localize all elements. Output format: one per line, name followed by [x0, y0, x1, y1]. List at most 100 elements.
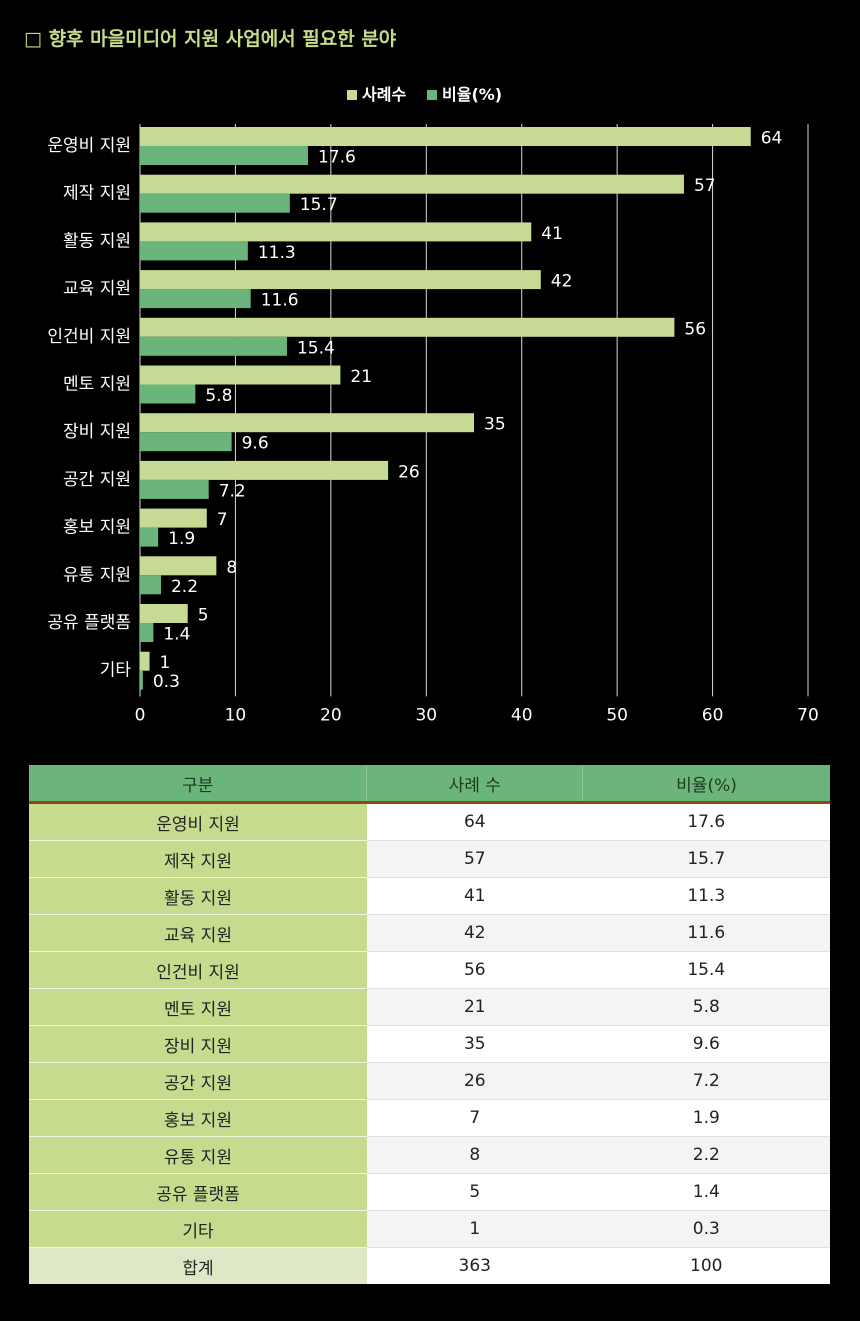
cell-category: 홍보 지원 — [29, 1099, 367, 1137]
cell-category: 멘토 지원 — [29, 988, 367, 1026]
cell-category: 장비 지원 — [29, 1025, 367, 1063]
bar-count — [140, 174, 684, 194]
cell-ratio: 11.6 — [582, 914, 830, 952]
bar-ratio — [140, 193, 290, 213]
cell-count: 1 — [366, 1210, 583, 1248]
category-label: 제작 지원 — [63, 184, 131, 204]
data-label-count: 26 — [398, 462, 420, 482]
cell-category: 활동 지원 — [29, 877, 367, 915]
category-label: 운영비 지원 — [47, 136, 131, 156]
cell-ratio: 5.8 — [582, 988, 830, 1026]
x-tick-label: 70 — [797, 705, 819, 725]
cell-category: 운영비 지원 — [29, 802, 367, 841]
cell-ratio: 15.4 — [582, 951, 830, 989]
cell-count: 57 — [366, 840, 583, 878]
cell-count: 35 — [366, 1025, 583, 1063]
cell-count: 7 — [366, 1099, 583, 1137]
category-label: 인건비 지원 — [47, 327, 131, 347]
data-label-count: 8 — [226, 558, 237, 578]
data-label-count: 42 — [551, 272, 573, 292]
bar-ratio — [140, 432, 232, 452]
bar-count — [140, 317, 675, 337]
bar-count — [140, 460, 389, 480]
cell-category: 공유 플랫폼 — [29, 1173, 367, 1211]
bar-count — [140, 365, 341, 385]
bar-ratio — [140, 575, 161, 595]
category-label: 공유 플랫폼 — [47, 613, 131, 633]
category-label: 기타 — [100, 661, 132, 681]
table-row: 장비 지원 35 9.6 — [29, 1025, 830, 1063]
category-label: 활동 지원 — [63, 231, 131, 251]
bar-ratio — [140, 384, 196, 404]
bar-count — [140, 270, 541, 290]
page-title: □ 향후 마을미디어 지원 사업에서 필요한 분야 — [24, 28, 397, 50]
x-tick-label: 60 — [702, 705, 724, 725]
legend-label-ratio: 비율(%) — [442, 85, 502, 104]
table-row: 유통 지원 8 2.2 — [29, 1136, 830, 1174]
bar-ratio — [140, 527, 159, 547]
cell-count: 41 — [366, 877, 583, 915]
data-label-count: 5 — [198, 606, 209, 626]
data-label-count: 7 — [217, 510, 228, 530]
x-tick-label: 10 — [225, 705, 247, 725]
data-label-ratio: 2.2 — [171, 577, 198, 597]
data-label-ratio: 15.7 — [300, 195, 338, 215]
table-row: 홍보 지원 7 1.9 — [29, 1099, 830, 1137]
table-row: 공간 지원 26 7.2 — [29, 1062, 830, 1100]
bar-ratio — [140, 146, 308, 165]
cell-ratio: 2.2 — [582, 1136, 830, 1174]
data-label-count: 1 — [160, 653, 171, 673]
table-row: 멘토 지원 21 5.8 — [29, 988, 830, 1026]
table-row: 활동 지원 41 11.3 — [29, 877, 830, 915]
bar-chart: 사례수 비율(%) 0 10 20 30 40 50 60 70 운영비 지원 64 17.6 제작 지원… — [47, 85, 819, 725]
data-label-count: 57 — [694, 176, 716, 196]
cell-ratio: 7.2 — [582, 1062, 830, 1100]
bar-count — [140, 556, 217, 576]
category-label: 공간 지원 — [63, 470, 131, 490]
table-row: 운영비 지원 64 17.6 — [29, 802, 830, 841]
category-label: 멘토 지원 — [63, 375, 131, 395]
table-row: 인건비 지원 56 15.4 — [29, 951, 830, 989]
data-label-count: 56 — [684, 319, 706, 339]
category-label: 홍보 지원 — [63, 518, 131, 538]
data-label-ratio: 17.6 — [318, 148, 356, 168]
data-label-ratio: 1.9 — [168, 529, 195, 549]
cell-category: 제작 지원 — [29, 840, 367, 878]
cell-category: 기타 — [29, 1210, 367, 1248]
cell-count: 64 — [366, 802, 583, 841]
data-label-ratio: 7.2 — [219, 481, 246, 501]
cell-ratio: 15.7 — [582, 840, 830, 878]
cell-ratio: 17.6 — [582, 802, 830, 841]
cell-category: 교육 지원 — [29, 914, 367, 952]
bar-count — [140, 222, 532, 242]
x-tick-label: 50 — [606, 705, 628, 725]
table-row: 기타 1 0.3 — [29, 1210, 830, 1248]
data-label-count: 21 — [350, 367, 372, 387]
data-label-ratio: 11.6 — [261, 291, 299, 311]
legend-swatch-ratio — [427, 90, 437, 100]
bar-ratio — [140, 241, 248, 261]
bar-ratio — [140, 623, 154, 642]
data-label-ratio: 9.6 — [242, 434, 269, 454]
x-tick-label: 40 — [511, 705, 533, 725]
category-label: 유통 지원 — [63, 565, 131, 585]
cell-count: 21 — [366, 988, 583, 1026]
data-label-ratio: 11.3 — [258, 243, 296, 263]
cell-count: 8 — [366, 1136, 583, 1174]
bar-count — [140, 127, 751, 146]
table-row: 공유 플랫폼 5 1.4 — [29, 1173, 830, 1211]
data-label-ratio: 1.4 — [163, 625, 190, 645]
category-label: 장비 지원 — [63, 422, 131, 442]
cell-ratio: 11.3 — [582, 877, 830, 915]
bar-ratio — [140, 336, 287, 356]
cell-count: 56 — [366, 951, 583, 989]
bar-ratio — [140, 289, 251, 309]
data-label-ratio: 5.8 — [205, 386, 232, 406]
cell-ratio: 0.3 — [582, 1210, 830, 1248]
header-count: 사례 수 — [366, 765, 583, 804]
cell-count: 363 — [366, 1247, 583, 1284]
table-row: 교육 지원 42 11.6 — [29, 914, 830, 952]
bar-count — [140, 604, 188, 623]
table-row: 제작 지원 57 15.7 — [29, 840, 830, 878]
x-tick-label: 30 — [415, 705, 437, 725]
